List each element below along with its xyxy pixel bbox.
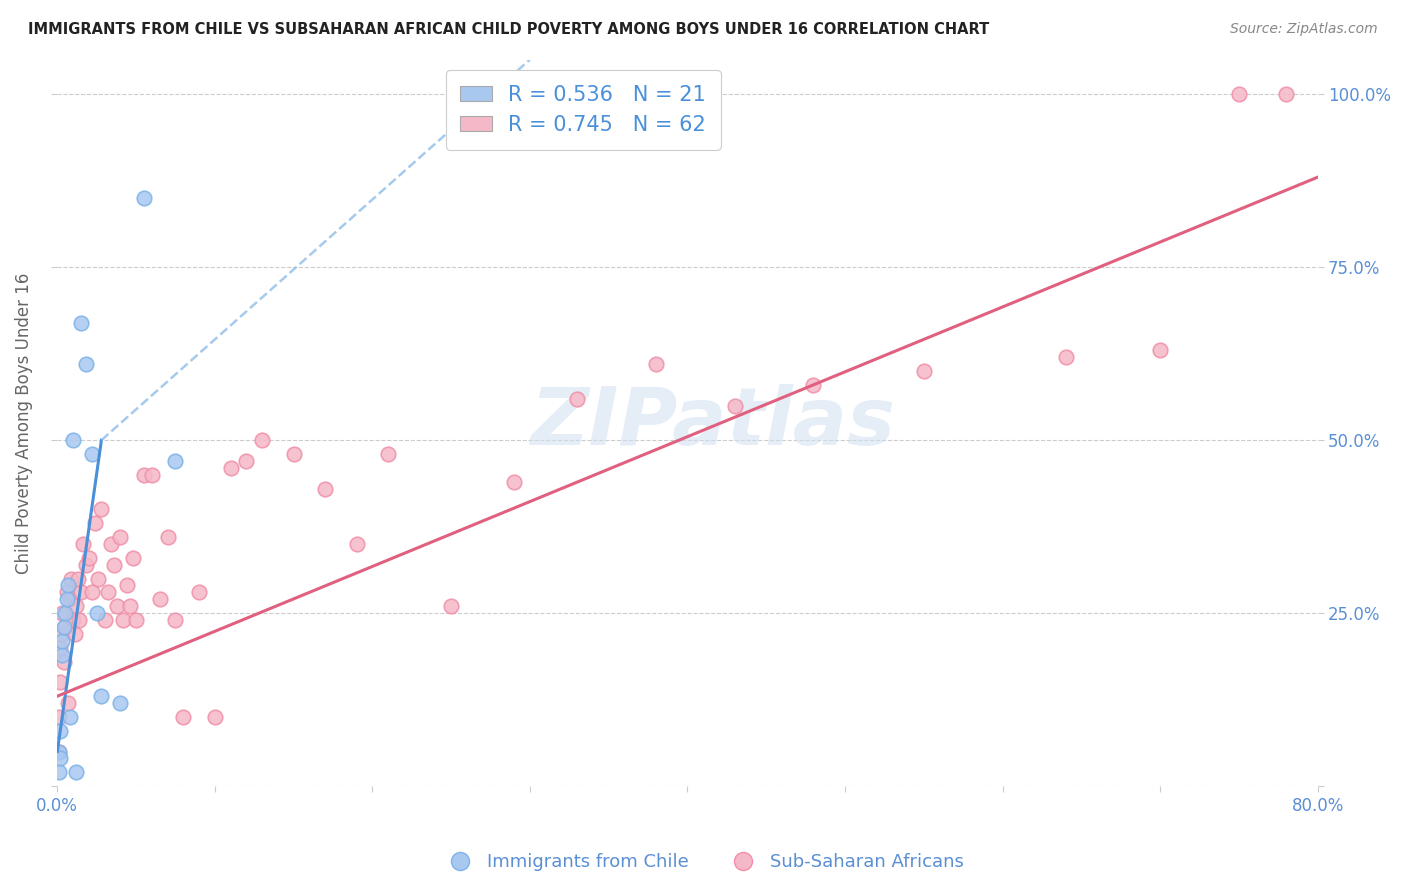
Point xyxy=(52,620,75,634)
Point xyxy=(112,613,135,627)
Point xyxy=(125,613,148,627)
Point xyxy=(90,689,112,703)
Point xyxy=(110,530,132,544)
Point xyxy=(55,585,77,599)
Text: IMMIGRANTS FROM CHILE VS SUBSAHARAN AFRICAN CHILD POVERTY AMONG BOYS UNDER 16 CO: IMMIGRANTS FROM CHILE VS SUBSAHARAN AFRI… xyxy=(28,22,990,37)
Point xyxy=(48,745,70,759)
Point xyxy=(48,710,70,724)
Point xyxy=(65,599,87,614)
Point xyxy=(65,765,87,780)
Point xyxy=(59,592,82,607)
Point xyxy=(80,585,103,599)
Point xyxy=(567,392,589,406)
Point xyxy=(90,502,112,516)
Point xyxy=(103,558,125,572)
Point xyxy=(97,585,120,599)
Point xyxy=(93,613,115,627)
Text: ZIPatlas: ZIPatlas xyxy=(530,384,896,462)
Y-axis label: Child Poverty Among Boys Under 16: Child Poverty Among Boys Under 16 xyxy=(15,272,32,574)
Point xyxy=(51,648,73,662)
Point xyxy=(110,696,132,710)
Point xyxy=(72,537,94,551)
Point xyxy=(55,592,77,607)
Point xyxy=(59,710,82,724)
Point xyxy=(115,578,138,592)
Point xyxy=(235,454,257,468)
Point xyxy=(87,572,110,586)
Point xyxy=(172,710,194,724)
Legend: R = 0.536   N = 21, R = 0.745   N = 62: R = 0.536 N = 21, R = 0.745 N = 62 xyxy=(446,70,721,150)
Point xyxy=(62,433,84,447)
Point xyxy=(63,627,86,641)
Point xyxy=(51,606,73,620)
Point xyxy=(377,447,399,461)
Point xyxy=(70,585,93,599)
Point xyxy=(219,460,242,475)
Point xyxy=(1149,343,1171,358)
Point xyxy=(122,550,145,565)
Point xyxy=(48,765,70,780)
Point xyxy=(75,357,97,371)
Point xyxy=(70,316,93,330)
Point xyxy=(188,585,211,599)
Point xyxy=(250,433,273,447)
Text: Source: ZipAtlas.com: Source: ZipAtlas.com xyxy=(1230,22,1378,37)
Point xyxy=(100,537,122,551)
Point xyxy=(80,447,103,461)
Point xyxy=(283,447,305,461)
Point xyxy=(49,723,72,738)
Point xyxy=(105,599,128,614)
Point xyxy=(132,467,155,482)
Point xyxy=(51,633,73,648)
Point xyxy=(75,558,97,572)
Point xyxy=(60,572,83,586)
Point xyxy=(165,454,187,468)
Point xyxy=(66,572,89,586)
Point xyxy=(58,696,80,710)
Legend: Immigrants from Chile, Sub-Saharan Africans: Immigrants from Chile, Sub-Saharan Afric… xyxy=(434,847,972,879)
Point xyxy=(53,606,76,620)
Point xyxy=(1227,87,1250,102)
Point xyxy=(149,592,172,607)
Point xyxy=(503,475,526,489)
Point xyxy=(132,191,155,205)
Point xyxy=(1275,87,1298,102)
Point xyxy=(346,537,368,551)
Point xyxy=(165,613,187,627)
Point xyxy=(67,613,90,627)
Point xyxy=(1054,350,1077,364)
Point xyxy=(156,530,179,544)
Point xyxy=(52,655,75,669)
Point xyxy=(440,599,463,614)
Point xyxy=(49,751,72,765)
Point xyxy=(204,710,226,724)
Point xyxy=(49,640,72,655)
Point xyxy=(62,613,84,627)
Point xyxy=(53,620,76,634)
Point xyxy=(49,675,72,690)
Point xyxy=(51,627,73,641)
Point xyxy=(77,550,100,565)
Point xyxy=(645,357,668,371)
Point xyxy=(84,516,107,531)
Point xyxy=(86,606,108,620)
Point xyxy=(118,599,141,614)
Point xyxy=(724,399,747,413)
Point xyxy=(803,377,825,392)
Point xyxy=(58,578,80,592)
Point xyxy=(141,467,163,482)
Point xyxy=(912,364,935,378)
Point xyxy=(48,745,70,759)
Point xyxy=(314,482,336,496)
